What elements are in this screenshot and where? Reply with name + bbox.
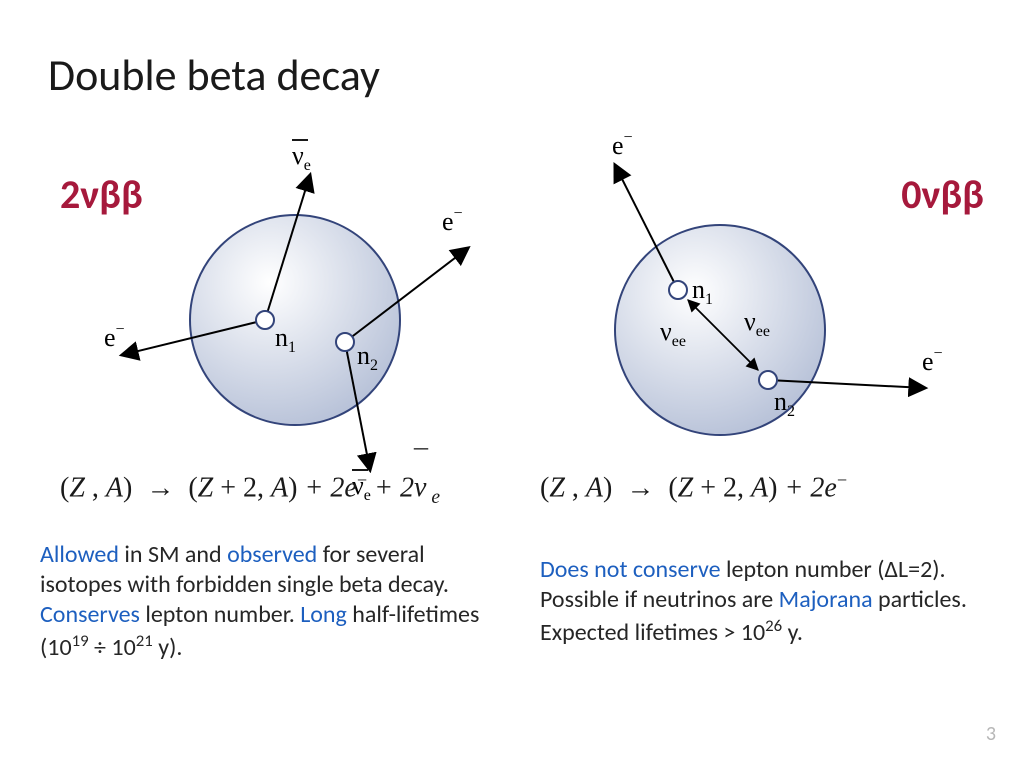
slide: Double beta decay 2νββ 0νββ n1 n2 e− e− xyxy=(0,0,1024,768)
label-nu-top: νe xyxy=(292,140,311,174)
label-e-left: e− xyxy=(104,321,125,352)
word-does-not-conserve: Does not conserve xyxy=(540,555,721,584)
neutron-1 xyxy=(256,311,274,329)
page-number: 3 xyxy=(986,722,996,746)
neutron-1 xyxy=(669,281,687,299)
word-allowed: Allowed xyxy=(40,540,119,569)
word-long: Long xyxy=(300,600,347,629)
neutron-2 xyxy=(336,333,354,351)
nucleus-sphere xyxy=(190,215,400,425)
equation-0nubb: (Z , A) → (Z + 2, A) + 2e− xyxy=(540,470,847,504)
description-0nubb: Does not conserve lepton number (ΔL=2). … xyxy=(540,555,980,648)
word-observed: observed xyxy=(227,540,317,569)
description-2nubb: Allowed in SM and observed for several i… xyxy=(40,540,500,663)
label-e-top: e− xyxy=(612,129,633,160)
word-majorana: Majorana xyxy=(779,585,873,614)
label-e-right: e− xyxy=(922,345,943,376)
diagram-2nubb: n1 n2 e− e− νe νe xyxy=(70,120,520,510)
diagram-0nubb: n1 n2 e− e− νee νee xyxy=(520,120,970,510)
equation-2nubb: (Z , A) → (Z + 2, A) + 2e− + 2¯ν e xyxy=(60,470,440,509)
svg-text:νe: νe xyxy=(292,141,311,174)
word-conserves: Conserves xyxy=(40,600,140,629)
label-e-right: e− xyxy=(442,205,463,236)
slide-title: Double beta decay xyxy=(48,48,380,102)
